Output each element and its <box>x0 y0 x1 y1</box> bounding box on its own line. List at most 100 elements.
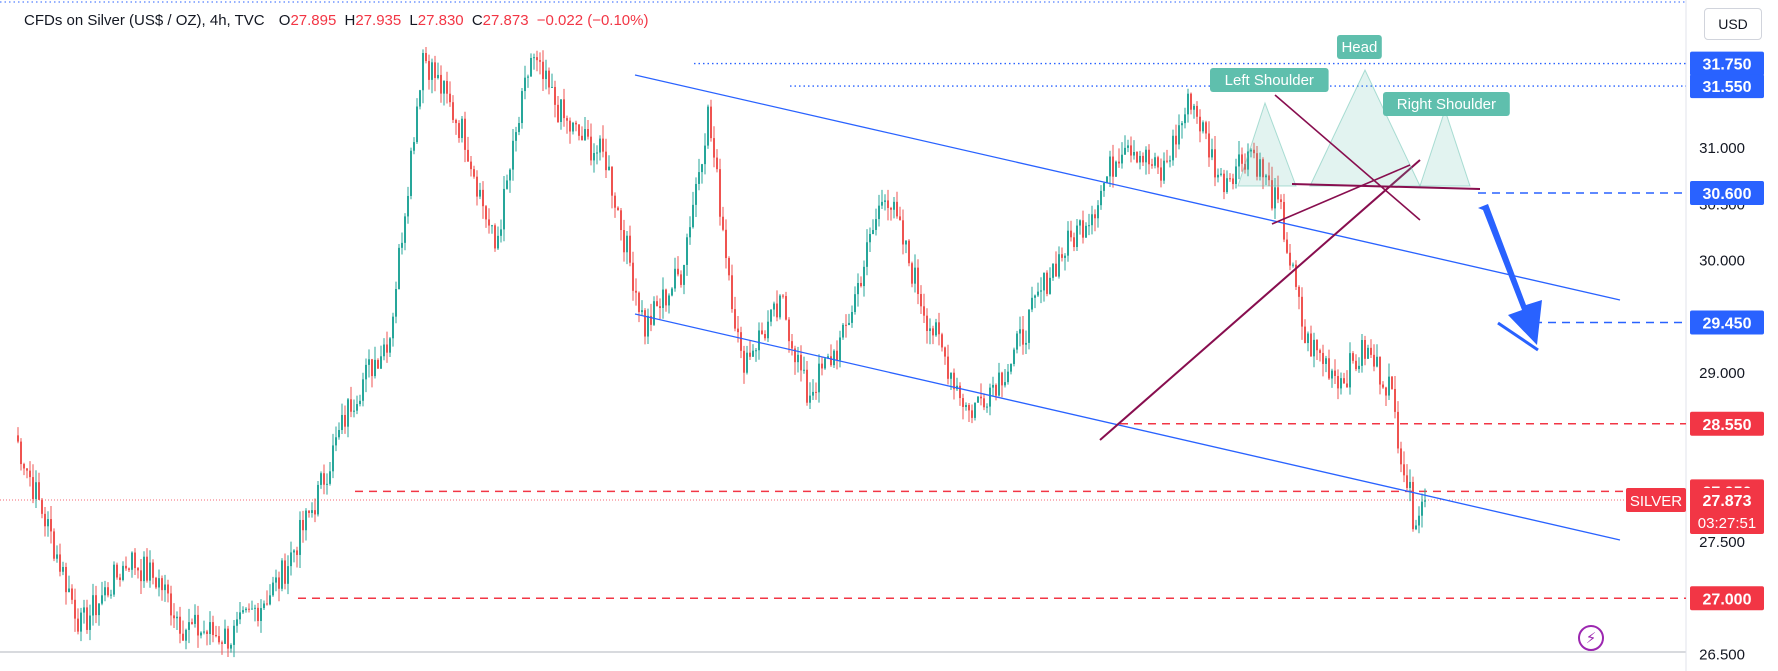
candle-body <box>308 510 310 513</box>
candle-body <box>1181 123 1183 126</box>
candle-body <box>191 622 193 624</box>
candle-body <box>227 628 229 649</box>
candle-body <box>1424 500 1426 502</box>
candle-body <box>833 350 835 366</box>
symbol-tag-label: SILVER <box>1630 493 1682 510</box>
candle-body <box>953 372 955 390</box>
candle-body <box>1244 163 1246 170</box>
candle-body <box>1154 157 1156 166</box>
candle-body <box>1313 339 1315 357</box>
candle-body <box>1064 255 1066 258</box>
candle-body <box>599 138 601 153</box>
candle-body <box>1019 329 1021 334</box>
candle-body <box>1223 173 1225 193</box>
candle-body <box>575 122 577 125</box>
candle-body <box>377 359 379 369</box>
candle-body <box>1415 525 1417 530</box>
price-axis[interactable]: 26.50027.00027.50028.00028.50029.00029.5… <box>1626 51 1764 664</box>
currency-button[interactable]: USD <box>1704 8 1762 40</box>
candle-body <box>968 405 970 411</box>
candle-body <box>707 106 709 146</box>
gridlines <box>0 0 1687 671</box>
candle-body <box>1367 347 1369 359</box>
candle-body <box>209 622 211 634</box>
candle-body <box>170 593 172 616</box>
candle-body <box>380 356 382 369</box>
candle-body <box>53 531 55 559</box>
candle-body <box>596 152 598 154</box>
candle-body <box>1184 114 1186 124</box>
candle-body <box>1070 230 1072 238</box>
candle-body <box>44 513 46 527</box>
candle-body <box>1220 173 1222 175</box>
neckline <box>1291 183 1481 190</box>
candle-body <box>959 385 961 399</box>
candle-body <box>653 301 655 325</box>
candle-body <box>62 566 64 572</box>
candle-body <box>533 57 535 59</box>
candle-body <box>704 145 706 165</box>
candle-body <box>908 240 910 264</box>
candle-body <box>122 565 124 580</box>
candle-body <box>863 266 865 287</box>
candle-body <box>233 625 235 645</box>
candle-body <box>887 200 889 208</box>
candle-body <box>419 90 421 107</box>
candle-body <box>1400 448 1402 465</box>
candle-body <box>302 519 304 531</box>
candle-body <box>332 445 334 472</box>
candle-body <box>128 568 130 570</box>
candle-body <box>1073 237 1075 248</box>
candle-body <box>338 430 340 438</box>
candle-body <box>890 207 892 210</box>
price-tick-label: 29.000 <box>1699 365 1745 382</box>
low-value: 27.830 <box>417 12 464 29</box>
candle-body <box>416 106 418 143</box>
candle-body <box>971 410 973 418</box>
candle-body <box>506 180 508 189</box>
candle-body <box>449 93 451 103</box>
candle-body <box>1373 354 1375 367</box>
candle-body <box>1055 263 1057 277</box>
candle-body <box>1418 515 1420 526</box>
candle-body <box>1376 356 1378 367</box>
candle-body <box>203 631 205 633</box>
candle-body <box>1040 290 1042 292</box>
candle-body <box>1088 225 1090 227</box>
candle-body <box>1016 333 1018 350</box>
candle-body <box>131 552 133 570</box>
candle-body <box>1361 340 1363 366</box>
symbol-tag <box>1626 488 1686 513</box>
candle-body <box>530 58 532 77</box>
candle-body <box>1325 358 1327 364</box>
candle-body <box>875 219 877 230</box>
candle-body <box>782 295 784 297</box>
candle-body <box>1259 159 1261 177</box>
candle-body <box>47 519 49 527</box>
candle-body <box>617 207 619 211</box>
candle-body <box>1409 481 1411 488</box>
candle-body <box>290 552 292 567</box>
candle-body <box>1199 116 1201 132</box>
last-price-badge <box>1690 488 1764 535</box>
candle-body <box>812 391 814 396</box>
candle-body <box>1289 252 1291 266</box>
candle-body <box>1235 166 1237 185</box>
candle-body <box>392 316 394 339</box>
candle-body <box>1031 297 1033 310</box>
candle-body <box>980 396 982 399</box>
candle-body <box>713 138 715 158</box>
candle-body <box>683 264 685 285</box>
candle-body <box>1412 481 1414 530</box>
candle-body <box>1160 167 1162 181</box>
lightning-bolt-icon[interactable]: ⚡ <box>1578 625 1604 651</box>
candle-body <box>86 607 88 630</box>
candle-body <box>269 595 271 605</box>
candle-body <box>977 396 979 403</box>
candle-body <box>1268 175 1270 181</box>
candle-body <box>158 578 160 588</box>
candle-body <box>245 608 247 611</box>
candle-body <box>218 636 220 643</box>
candle-body <box>944 347 946 357</box>
